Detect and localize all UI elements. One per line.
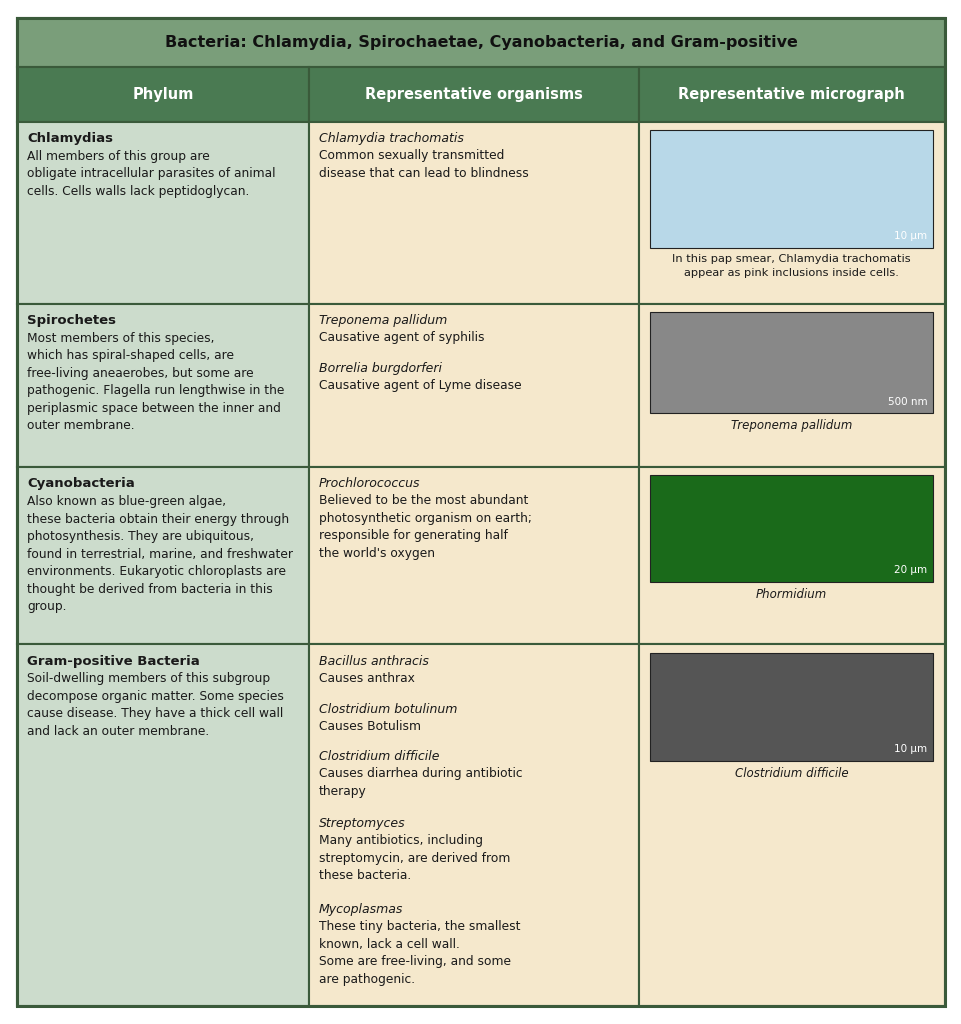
Bar <box>650 652 932 761</box>
Text: Prochlorococcus: Prochlorococcus <box>319 477 420 490</box>
Bar <box>638 644 944 1006</box>
Bar <box>638 122 944 304</box>
Text: Cyanobacteria: Cyanobacteria <box>27 477 135 490</box>
Text: Mycoplasmas: Mycoplasmas <box>319 903 403 916</box>
Bar <box>17 67 309 122</box>
Text: Representative organisms: Representative organisms <box>365 87 582 101</box>
Bar <box>650 312 932 414</box>
Text: Causes Botulism: Causes Botulism <box>319 720 421 732</box>
Bar <box>17 122 309 304</box>
Bar <box>309 644 638 1006</box>
Text: In this pap smear, Chlamydia trachomatis
appear as pink inclusions inside cells.: In this pap smear, Chlamydia trachomatis… <box>672 255 910 278</box>
Text: Spirochetes: Spirochetes <box>27 314 116 327</box>
Text: Bacteria: Chlamydia, Spirochaetae, Cyanobacteria, and Gram-positive: Bacteria: Chlamydia, Spirochaetae, Cyano… <box>164 35 797 50</box>
Text: Believed to be the most abundant
photosynthetic organism on earth;
responsible f: Believed to be the most abundant photosy… <box>319 495 531 560</box>
Text: Bacillus anthracis: Bacillus anthracis <box>319 654 429 668</box>
Text: Soil-dwelling members of this subgroup
decompose organic matter. Some species
ca: Soil-dwelling members of this subgroup d… <box>27 673 283 738</box>
Text: These tiny bacteria, the smallest
known, lack a cell wall.
Some are free-living,: These tiny bacteria, the smallest known,… <box>319 921 520 985</box>
Text: Also known as blue-green algae,
these bacteria obtain their energy through
photo: Also known as blue-green algae, these ba… <box>27 495 293 613</box>
Bar <box>17 644 309 1006</box>
Bar <box>309 122 638 304</box>
Bar <box>309 467 638 644</box>
Text: Common sexually transmitted
disease that can lead to blindness: Common sexually transmitted disease that… <box>319 150 529 179</box>
Text: Treponema pallidum: Treponema pallidum <box>730 420 851 432</box>
Text: Causative agent of syphilis: Causative agent of syphilis <box>319 331 484 344</box>
Text: Clostridium botulinum: Clostridium botulinum <box>319 702 457 716</box>
Text: Most members of this species,
which has spiral-shaped cells, are
free-living ane: Most members of this species, which has … <box>27 332 284 432</box>
Text: Clostridium difficile: Clostridium difficile <box>734 767 848 780</box>
Text: Causes diarrhea during antibiotic
therapy: Causes diarrhea during antibiotic therap… <box>319 767 522 798</box>
Bar <box>638 67 944 122</box>
Text: All members of this group are
obligate intracellular parasites of animal
cells. : All members of this group are obligate i… <box>27 150 275 198</box>
Bar <box>638 467 944 644</box>
Text: Streptomyces: Streptomyces <box>319 817 406 830</box>
Bar <box>17 18 944 67</box>
Text: Treponema pallidum: Treponema pallidum <box>319 314 447 327</box>
Text: Phormidium: Phormidium <box>755 588 826 601</box>
Text: Chlamydia trachomatis: Chlamydia trachomatis <box>319 132 463 145</box>
Bar <box>309 304 638 467</box>
Bar <box>309 67 638 122</box>
Text: Causative agent of Lyme disease: Causative agent of Lyme disease <box>319 379 521 392</box>
Bar <box>650 130 932 249</box>
Text: Representative micrograph: Representative micrograph <box>678 87 904 101</box>
Bar <box>17 467 309 644</box>
Text: Clostridium difficile: Clostridium difficile <box>319 751 439 763</box>
Text: Many antibiotics, including
streptomycin, are derived from
these bacteria.: Many antibiotics, including streptomycin… <box>319 835 510 883</box>
Text: Causes anthrax: Causes anthrax <box>319 672 414 685</box>
Bar <box>17 304 309 467</box>
Text: 20 μm: 20 μm <box>894 565 926 575</box>
Text: Gram-positive Bacteria: Gram-positive Bacteria <box>27 654 200 668</box>
Text: Phylum: Phylum <box>133 87 194 101</box>
Bar <box>638 304 944 467</box>
Text: 10 μm: 10 μm <box>894 744 926 755</box>
Text: 500 nm: 500 nm <box>887 397 926 408</box>
Text: Borrelia burgdorferi: Borrelia burgdorferi <box>319 361 442 375</box>
Bar <box>650 475 932 582</box>
Text: Chlamydias: Chlamydias <box>27 132 112 145</box>
Text: 10 μm: 10 μm <box>894 231 926 242</box>
